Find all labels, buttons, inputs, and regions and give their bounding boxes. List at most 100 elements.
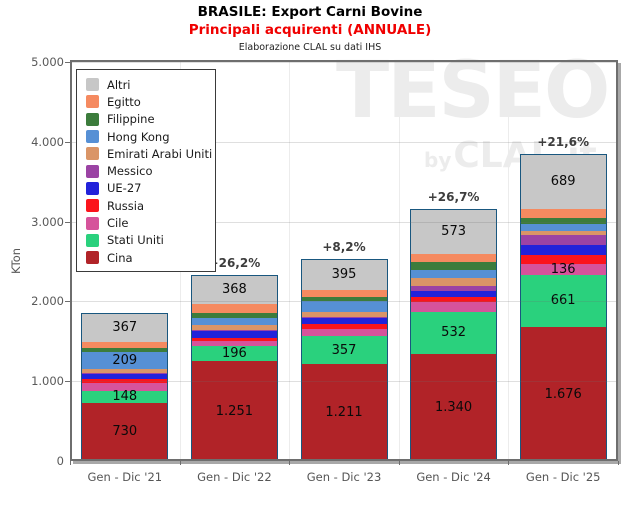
category-separator-line bbox=[508, 62, 510, 459]
legend-label: Emirati Arabi Uniti bbox=[107, 146, 213, 161]
legend-swatch bbox=[86, 233, 99, 247]
y-tick-label: 3.000 bbox=[31, 214, 64, 229]
legend-swatch bbox=[86, 251, 99, 265]
bar-segment-altri bbox=[81, 312, 169, 343]
bar-segment-filippine bbox=[519, 218, 607, 224]
segment-value-label: 1.251 bbox=[215, 403, 253, 419]
segment-value-label: 730 bbox=[112, 424, 138, 440]
x-axis-tick bbox=[179, 461, 181, 465]
y-tick-label: 2.000 bbox=[31, 294, 64, 309]
segment-value-label: 532 bbox=[441, 325, 466, 341]
bar-segment-emirati-arabi-uniti bbox=[190, 325, 278, 331]
y-axis-tick bbox=[65, 381, 70, 383]
y-grid-line bbox=[72, 141, 616, 143]
legend-swatch bbox=[86, 112, 99, 126]
segment-value-label: 136 bbox=[550, 261, 576, 277]
bar-segment-altri bbox=[300, 258, 388, 291]
y-axis-tick bbox=[65, 62, 70, 63]
growth-label: +8,2% bbox=[322, 239, 366, 254]
bar-segment-cina bbox=[81, 402, 169, 461]
bar-segment-egitto bbox=[410, 254, 498, 263]
bar-5: 1.676 661 136 689 bbox=[519, 154, 607, 461]
bar-segment-messico bbox=[410, 286, 498, 292]
y-grid-line bbox=[72, 381, 616, 383]
x-tick-label: Gen - Dic '21 bbox=[87, 470, 163, 484]
bar-segment-stati-uniti bbox=[190, 345, 278, 362]
bar-segment-egitto bbox=[81, 342, 169, 349]
legend-swatch bbox=[86, 130, 99, 144]
bar-4: 1.340 532 573 bbox=[410, 208, 498, 461]
legend-item-ue-27: UE-27 bbox=[86, 180, 207, 197]
segment-value-label: 209 bbox=[112, 353, 138, 369]
bar-outline bbox=[300, 258, 388, 461]
bar-segment-cile bbox=[190, 340, 278, 346]
legend-swatch bbox=[86, 216, 99, 230]
segment-value-label: 573 bbox=[441, 224, 466, 240]
bar-segment-messico bbox=[190, 330, 278, 331]
y-tick-label: 5.000 bbox=[31, 55, 64, 69]
legend-label: Altri bbox=[107, 77, 131, 92]
bar-segment-stati-uniti bbox=[410, 311, 498, 355]
legend-label: Filippine bbox=[107, 112, 155, 127]
bar-segment-filippine bbox=[410, 262, 498, 270]
segment-value-label: 395 bbox=[331, 266, 357, 282]
bar-segment-ue-27 bbox=[410, 291, 498, 297]
chart-title: BRASILE: Export Carni Bovine bbox=[197, 4, 423, 20]
chart-subtitle: Principali acquirenti (ANNUALE) bbox=[188, 22, 432, 38]
bar-segment-messico bbox=[519, 234, 607, 246]
bar-segment-hong-kong bbox=[300, 300, 388, 313]
x-axis-tick bbox=[70, 461, 71, 465]
bar-segment-stati-uniti bbox=[81, 390, 169, 403]
bar-segment-hong-kong bbox=[519, 223, 607, 232]
bar-segment-filippine bbox=[81, 348, 169, 353]
legend-label: Cile bbox=[107, 216, 129, 231]
segment-value-label: 357 bbox=[331, 342, 357, 358]
bar-segment-cina bbox=[190, 361, 278, 461]
bar-segment-cile bbox=[81, 382, 169, 391]
category-separator-line bbox=[289, 62, 291, 459]
bar-segment-hong-kong bbox=[410, 269, 498, 279]
legend-swatch bbox=[86, 95, 99, 109]
bar-segment-cile bbox=[519, 263, 607, 275]
y-axis-title: KTon bbox=[9, 247, 23, 275]
legend-label: Cina bbox=[107, 250, 133, 265]
bar-segment-hong-kong bbox=[190, 317, 278, 326]
legend-swatch bbox=[86, 199, 99, 213]
bar-segment-filippine bbox=[190, 312, 278, 318]
legend-item-hong-kong: Hong Kong bbox=[86, 128, 207, 145]
bar-segment-cina bbox=[519, 327, 607, 461]
legend-item-cile: Cile bbox=[86, 214, 207, 231]
legend-label: Russia bbox=[107, 198, 144, 213]
bar-segment-cina bbox=[300, 364, 388, 461]
growth-label: +21,6% bbox=[537, 135, 590, 150]
bar-segment-russia bbox=[190, 337, 278, 341]
growth-label: +26,7% bbox=[427, 189, 480, 204]
bar-segment-filippine bbox=[300, 296, 388, 301]
bar-segment-ue-27 bbox=[81, 373, 169, 380]
bar-segment-russia bbox=[300, 324, 388, 329]
y-grid-line bbox=[72, 221, 616, 223]
bar-segment-egitto bbox=[519, 209, 607, 219]
x-axis-tick bbox=[618, 461, 619, 465]
y-grid-line bbox=[72, 301, 616, 303]
bar-segment-egitto bbox=[300, 290, 388, 297]
bar-segment-egitto bbox=[190, 304, 278, 313]
x-axis-tick bbox=[508, 461, 510, 465]
x-tick-label: Gen - Dic '22 bbox=[197, 470, 272, 484]
segment-value-label: 1.676 bbox=[544, 386, 582, 402]
bar-segment-emirati-arabi-uniti bbox=[81, 368, 169, 373]
legend-item-russia: Russia bbox=[86, 197, 207, 214]
legend: Altri Egitto Filippine Hong Kong Emirati Ara… bbox=[76, 69, 216, 273]
bar-outline bbox=[190, 274, 278, 461]
bar-segment-ue-27 bbox=[190, 330, 278, 338]
y-tick-label: 0 bbox=[56, 454, 64, 468]
y-axis-tick bbox=[65, 141, 70, 143]
legend-item-cina: Cina bbox=[86, 249, 207, 266]
bar-segment-emirati-arabi-uniti bbox=[410, 278, 498, 287]
legend-label: Hong Kong bbox=[107, 129, 170, 144]
bar-segment-hong-kong bbox=[81, 352, 169, 369]
segment-value-label: 689 bbox=[550, 174, 576, 190]
bar-segment-altri bbox=[190, 274, 278, 305]
legend-item-emirati-arabi-uniti: Emirati Arabi Uniti bbox=[86, 145, 212, 162]
legend-item-stati-uniti: Stati Uniti bbox=[86, 232, 207, 249]
